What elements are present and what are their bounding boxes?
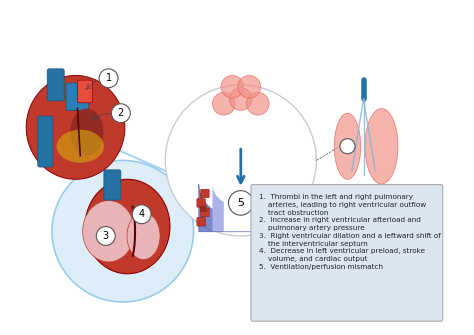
Circle shape <box>238 75 261 98</box>
Ellipse shape <box>57 130 104 163</box>
Circle shape <box>212 92 235 115</box>
Circle shape <box>96 226 115 246</box>
Text: 5: 5 <box>237 198 244 208</box>
FancyBboxPatch shape <box>201 189 209 198</box>
Text: 4: 4 <box>138 209 145 219</box>
Ellipse shape <box>334 113 361 179</box>
Circle shape <box>229 88 252 110</box>
Circle shape <box>111 104 130 123</box>
Ellipse shape <box>26 75 125 179</box>
FancyBboxPatch shape <box>38 116 53 167</box>
Circle shape <box>165 85 316 236</box>
Circle shape <box>228 191 253 215</box>
FancyBboxPatch shape <box>104 170 121 200</box>
Circle shape <box>132 205 151 224</box>
FancyBboxPatch shape <box>77 80 92 103</box>
Circle shape <box>340 139 355 154</box>
Circle shape <box>52 160 193 302</box>
Text: 3: 3 <box>103 231 109 241</box>
FancyBboxPatch shape <box>66 83 89 110</box>
Ellipse shape <box>70 109 103 156</box>
FancyBboxPatch shape <box>197 217 205 226</box>
FancyBboxPatch shape <box>47 69 64 101</box>
Ellipse shape <box>365 109 398 184</box>
Text: 1: 1 <box>106 73 112 83</box>
Ellipse shape <box>127 212 160 260</box>
Circle shape <box>246 92 269 115</box>
FancyBboxPatch shape <box>200 206 207 212</box>
Text: 1.  Thrombi in the left and right pulmonary
    arteries, leading to right ventr: 1. Thrombi in the left and right pulmona… <box>258 194 440 270</box>
FancyBboxPatch shape <box>197 199 205 207</box>
Circle shape <box>221 75 244 98</box>
Circle shape <box>99 69 118 88</box>
Ellipse shape <box>85 179 170 274</box>
FancyBboxPatch shape <box>201 208 209 217</box>
Text: 2: 2 <box>118 108 124 118</box>
FancyBboxPatch shape <box>251 185 443 321</box>
Ellipse shape <box>82 201 135 262</box>
